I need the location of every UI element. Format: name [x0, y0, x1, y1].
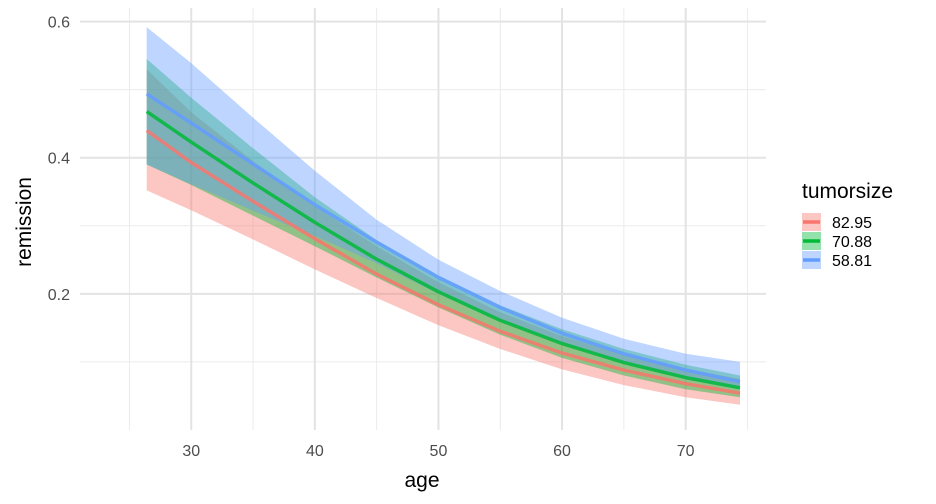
y-tick-label: 0.6	[48, 15, 70, 32]
legend: tumorsize 82.95 70.88 58.81	[802, 180, 893, 270]
x-tick-label: 30	[182, 443, 200, 460]
legend-label: 70.88	[832, 234, 872, 251]
ribbon-82.95	[146, 69, 740, 405]
legend-item: 70.88	[802, 232, 872, 251]
minor-gridlines	[80, 8, 766, 430]
legend-label: 58.81	[832, 253, 872, 270]
series-lines	[145, 92, 741, 395]
legend-label: 82.95	[832, 215, 872, 232]
x-tick-label: 40	[306, 443, 324, 460]
x-axis-ticks: 30 40 50 60 70	[182, 443, 694, 460]
x-tick-label: 70	[677, 443, 695, 460]
legend-item: 82.95	[802, 213, 872, 232]
legend-title: tumorsize	[802, 180, 893, 203]
x-tick-label: 50	[430, 443, 448, 460]
y-axis-title: remission	[13, 177, 36, 267]
x-tick-label: 60	[553, 443, 571, 460]
x-axis-title: age	[404, 469, 439, 492]
legend-item: 58.81	[802, 251, 872, 270]
y-tick-label: 0.4	[48, 151, 70, 168]
y-axis-ticks: 0.2 0.4 0.6	[48, 15, 70, 304]
ribbon-70.88	[146, 59, 740, 398]
series-line-70.88	[145, 110, 741, 390]
series-line-58.81	[145, 92, 741, 384]
y-tick-label: 0.2	[48, 287, 70, 304]
major-gridlines	[80, 8, 766, 430]
confidence-ribbons	[146, 27, 740, 405]
legend-items: 82.95 70.88 58.81	[802, 213, 872, 270]
series-line-82.95	[145, 129, 741, 395]
